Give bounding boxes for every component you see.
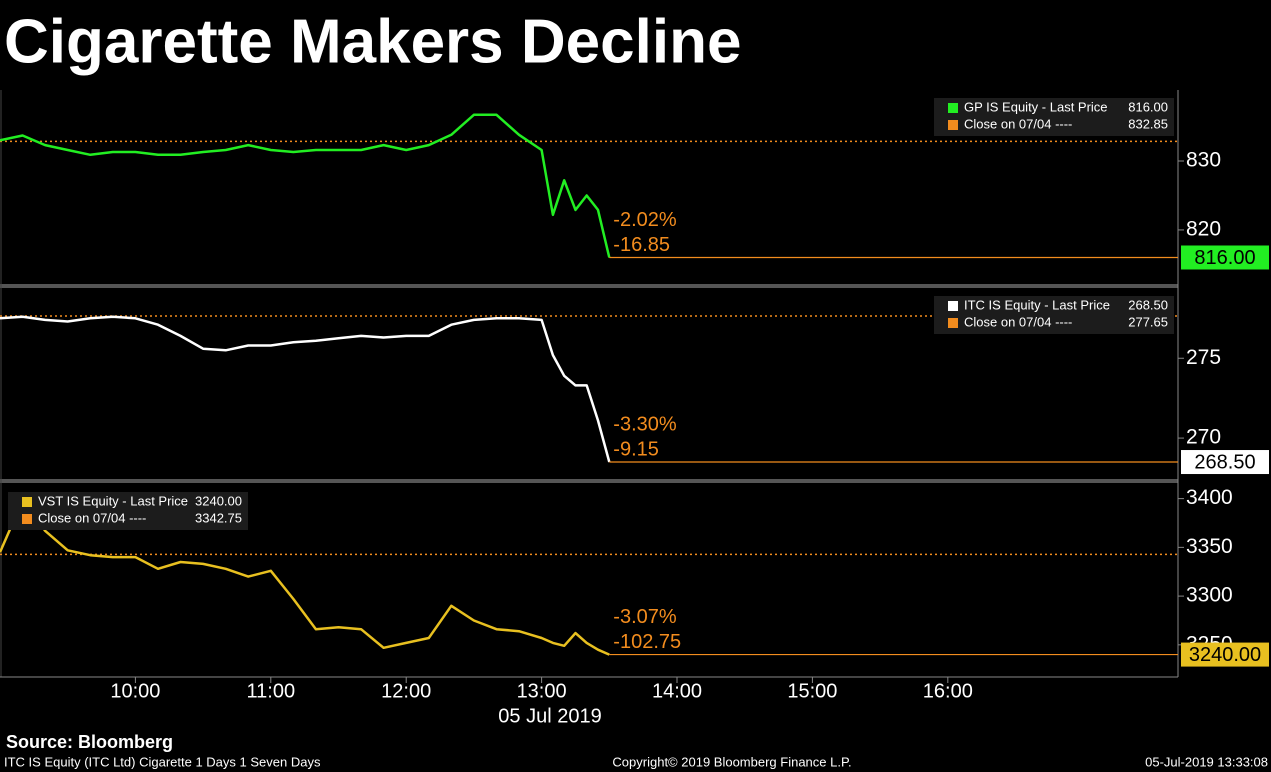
legend-label: Close on 07/04 ---- — [964, 116, 1072, 131]
copyright: Copyright© 2019 Bloomberg Finance L.P. — [612, 754, 851, 769]
legend-value: 268.50 — [1128, 297, 1168, 312]
x-tick-label: 13:00 — [517, 680, 567, 702]
change: -102.75 — [613, 631, 681, 653]
x-tick-label: 12:00 — [381, 680, 431, 702]
legend-label: Close on 07/04 ---- — [964, 314, 1072, 329]
y-tick-label: 275 — [1186, 346, 1221, 369]
x-axis-label: 05 Jul 2019 — [498, 705, 601, 727]
price-line — [0, 499, 610, 656]
legend-value: 277.65 — [1128, 314, 1168, 329]
y-tick-label: 3350 — [1186, 535, 1233, 558]
x-tick-label: 15:00 — [787, 680, 837, 702]
legend-box — [8, 492, 248, 530]
last-price-tag — [1181, 450, 1269, 475]
change-pct: -3.07% — [613, 606, 677, 628]
change: -9.15 — [613, 438, 659, 460]
legend-swatch — [22, 514, 32, 524]
footer-description: ITC IS Equity (ITC Ltd) Cigarette 1 Days… — [4, 754, 321, 769]
legend-value: 3342.75 — [195, 510, 242, 525]
x-tick-label: 14:00 — [652, 680, 702, 702]
source: Source: Bloomberg — [6, 732, 173, 752]
price-line — [0, 315, 611, 463]
x-tick-label: 11:00 — [247, 680, 296, 702]
x-tick-label: 16:00 — [923, 680, 973, 702]
last-price-label: 816.00 — [1194, 247, 1255, 269]
last-price-tag — [1181, 245, 1269, 270]
panel-separator — [0, 284, 1178, 288]
legend-value: 3240.00 — [195, 493, 242, 508]
last-price-label: 268.50 — [1194, 451, 1255, 473]
price-line — [0, 113, 611, 258]
y-tick-label: 3300 — [1186, 584, 1233, 607]
legend-label: GP IS Equity - Last Price — [964, 99, 1108, 114]
last-price-tag — [1181, 642, 1269, 667]
legend-box — [934, 98, 1174, 136]
legend-value: 832.85 — [1128, 116, 1168, 131]
y-tick-label: 830 — [1186, 149, 1221, 172]
y-tick-label: 3400 — [1186, 486, 1233, 509]
last-price-label: 3240.00 — [1189, 644, 1261, 666]
change-pct: -2.02% — [613, 209, 677, 231]
legend-label: VST IS Equity - Last Price — [38, 493, 188, 508]
legend-swatch — [948, 301, 958, 311]
y-tick-label: 270 — [1186, 426, 1221, 449]
legend-swatch — [948, 318, 958, 328]
x-tick-label: 10:00 — [110, 680, 160, 702]
legend-swatch — [22, 497, 32, 507]
change: -16.85 — [613, 234, 670, 256]
change-pct: -3.30% — [613, 413, 677, 435]
timestamp: 05-Jul-2019 13:33:08 — [1145, 754, 1268, 769]
legend-swatch — [948, 120, 958, 130]
chart-title: Cigarette Makers Decline — [4, 7, 741, 76]
legend-box — [934, 296, 1174, 334]
panel-separator — [0, 479, 1178, 483]
legend-value: 816.00 — [1128, 99, 1168, 114]
legend-swatch — [948, 103, 958, 113]
y-tick-label: 820 — [1186, 217, 1221, 240]
legend-label: ITC IS Equity - Last Price — [964, 297, 1110, 312]
legend-label: Close on 07/04 ---- — [38, 510, 146, 525]
